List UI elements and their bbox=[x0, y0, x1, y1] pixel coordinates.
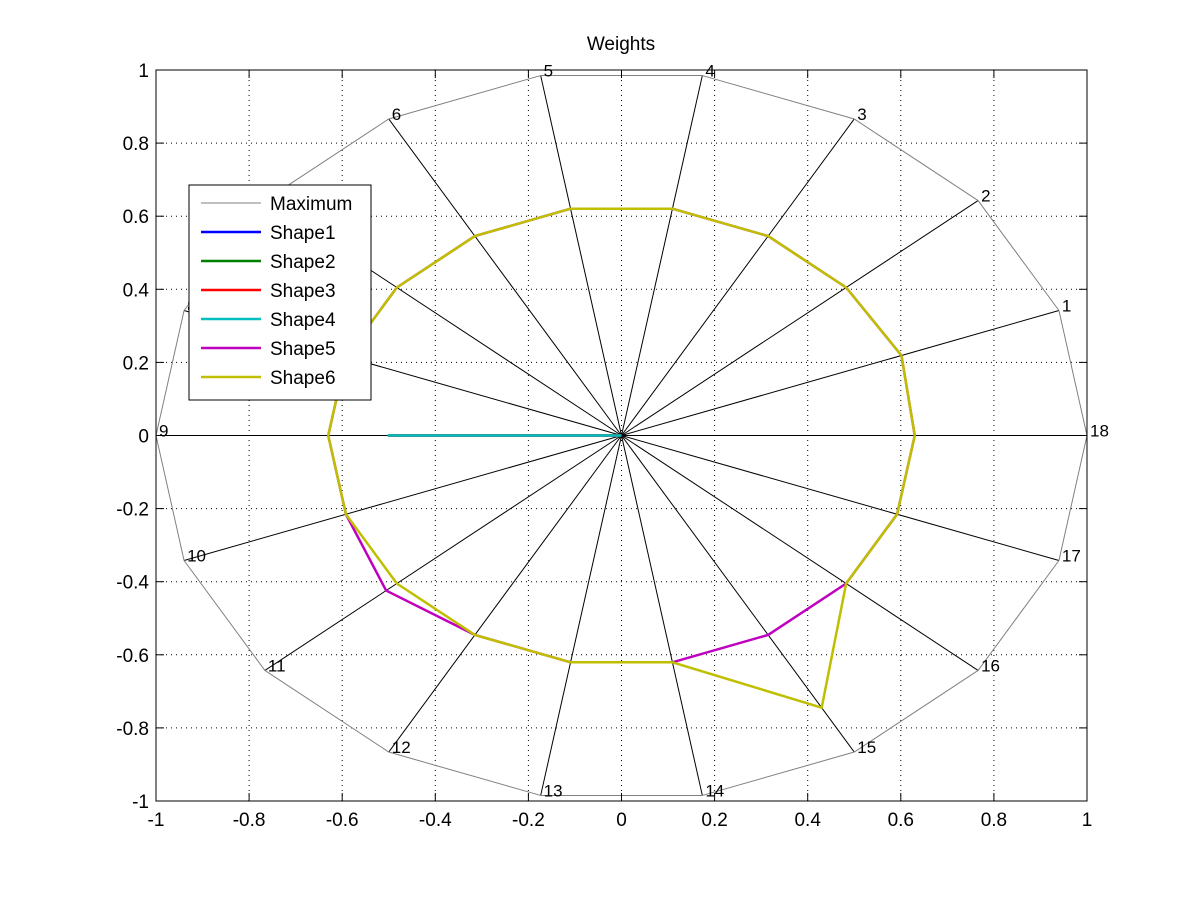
spoke-label: 5 bbox=[544, 62, 553, 81]
series-lines bbox=[155, 75, 1088, 796]
spoke-axis bbox=[621, 435, 979, 671]
x-tick-label: -0.6 bbox=[326, 810, 359, 831]
spoke-label: 12 bbox=[392, 738, 411, 757]
y-tick-label: -0.2 bbox=[116, 500, 149, 521]
series-line-shape6 bbox=[326, 207, 917, 709]
y-tick-label: -0.4 bbox=[116, 573, 149, 594]
spoke-label: 10 bbox=[187, 547, 206, 566]
legend-label: Maximum bbox=[270, 194, 352, 215]
spoke-label: 14 bbox=[705, 781, 724, 800]
spoke-label: 18 bbox=[1090, 422, 1109, 441]
x-tick-label: 0 bbox=[616, 810, 627, 831]
y-tick-label: 0 bbox=[138, 427, 149, 448]
spoke-label: 3 bbox=[857, 105, 866, 124]
x-tick-label: -0.8 bbox=[233, 810, 266, 831]
y-tick-label: -0.6 bbox=[116, 646, 149, 667]
spoke-axis bbox=[621, 118, 855, 436]
x-tick-label: 1 bbox=[1082, 810, 1093, 831]
x-tick-label: -1 bbox=[148, 810, 165, 831]
y-tick-label: -0.8 bbox=[116, 719, 149, 740]
spoke-axis bbox=[621, 310, 1060, 436]
x-tick-label: 0.2 bbox=[701, 810, 727, 831]
spoke-label: 11 bbox=[268, 656, 286, 675]
spoke-axis bbox=[388, 435, 622, 753]
y-tick-label: 0.6 bbox=[123, 207, 149, 228]
series-line-maximum bbox=[155, 75, 1088, 796]
spoke-label: 17 bbox=[1062, 547, 1081, 566]
spoke-label: 1 bbox=[1062, 296, 1071, 315]
spoke-axis bbox=[621, 435, 855, 753]
spoke-label: 9 bbox=[159, 422, 168, 441]
spoke-axis bbox=[183, 435, 622, 561]
spoke-axis bbox=[621, 75, 703, 436]
legend-label: Shape2 bbox=[270, 252, 336, 273]
legend-label: Shape6 bbox=[270, 368, 336, 389]
spoke-axis bbox=[388, 118, 622, 436]
legend-label: Shape4 bbox=[270, 310, 336, 331]
spoke-axis bbox=[621, 200, 979, 436]
chart-title: Weights bbox=[587, 34, 655, 55]
y-tick-label: 0.4 bbox=[123, 280, 150, 301]
spoke-axis bbox=[264, 435, 622, 671]
x-tick-label: 0.4 bbox=[794, 810, 821, 831]
x-tick-label: 0.6 bbox=[888, 810, 914, 831]
legend-label: Shape5 bbox=[270, 339, 336, 360]
axis-ticks: -1 -0.8 -0.6 -0.4 -0.2 0 0.2 0.4 0.6 0.8 110.80.60… bbox=[116, 61, 1092, 831]
spoke-axis bbox=[540, 435, 622, 796]
y-tick-label: 0.2 bbox=[123, 353, 149, 374]
spoke-label: 16 bbox=[981, 656, 1000, 675]
spoke-label: 15 bbox=[857, 738, 876, 757]
spoke-label: 2 bbox=[981, 187, 990, 206]
spoke-axis bbox=[621, 435, 1060, 561]
y-tick-label: 1 bbox=[138, 61, 149, 82]
legend-box bbox=[188, 184, 372, 401]
spoke-axis bbox=[540, 75, 622, 436]
x-tick-label: -0.4 bbox=[419, 810, 452, 831]
legend-label: Shape3 bbox=[270, 281, 336, 302]
spoke-label: 6 bbox=[392, 105, 401, 124]
y-tick-label: 0.8 bbox=[123, 134, 149, 155]
spoke-label: 13 bbox=[544, 781, 563, 800]
x-tick-label: 0.8 bbox=[981, 810, 1007, 831]
legend-label: Shape1 bbox=[270, 223, 336, 244]
x-tick-label: -0.2 bbox=[512, 810, 545, 831]
spoke-axis bbox=[621, 435, 703, 796]
y-tick-label: -1 bbox=[132, 792, 149, 813]
legend: Maximum Shape1 Shape2 Shape3 Shape4 Shape5 Sha… bbox=[188, 184, 372, 401]
spoke-label: 4 bbox=[705, 62, 714, 81]
